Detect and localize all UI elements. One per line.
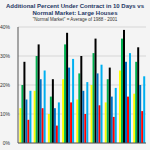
svg-text:40%: 40% [8,24,11,30]
svg-text:20%: 20% [8,82,11,88]
svg-text:10%: 10% [8,111,11,117]
html-text:Additional Percent Under Contr: Additional Percent Under Contract in 10 … [6,3,144,16]
svg-text:30%: 30% [8,53,11,59]
svg-text:0%: 0% [8,140,11,146]
html-text:"Normal Market" = Average of 1: "Normal Market" = Average of 1988 - 2001 [32,17,118,22]
